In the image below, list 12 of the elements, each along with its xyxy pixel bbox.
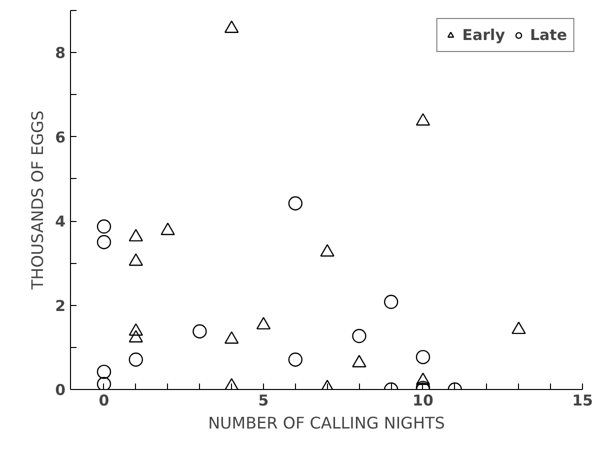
y-axis-title: THOUSANDS OF EGGS xyxy=(28,110,48,290)
x-tick-label: 5 xyxy=(258,392,269,410)
y-tick-label: 6 xyxy=(55,128,66,146)
legend-label: Late xyxy=(530,26,567,44)
x-tick-label: 0 xyxy=(98,392,110,410)
x-tick-label: 15 xyxy=(572,392,593,410)
y-tick-label: 8 xyxy=(55,44,66,62)
y-tick-label: 4 xyxy=(55,212,66,231)
legend-label: Early xyxy=(462,26,505,44)
x-tick-label: 10 xyxy=(412,392,434,410)
y-tick-label: 2 xyxy=(55,296,66,315)
x-axis-title: NUMBER OF CALLING NIGHTS xyxy=(208,414,445,432)
